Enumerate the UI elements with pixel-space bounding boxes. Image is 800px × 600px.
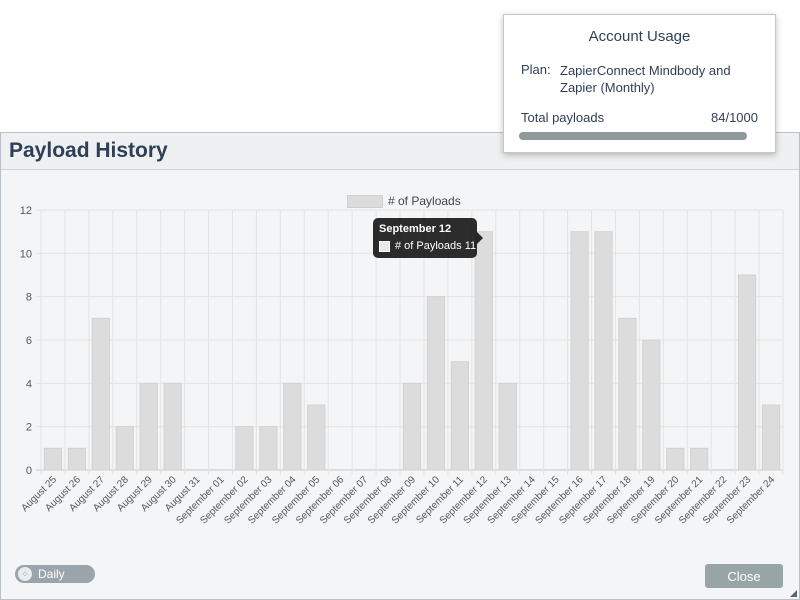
bar: [618, 317, 637, 471]
bar: [139, 382, 158, 471]
bar: [402, 382, 422, 471]
total-payloads-label: Total payloads: [521, 110, 605, 125]
bar: [474, 231, 493, 471]
bar: [737, 274, 757, 471]
bar: [283, 382, 302, 471]
plan-value: ZapierConnect Mindbody and Zapier (Month…: [560, 63, 731, 95]
y-tick-label: 10: [20, 248, 32, 260]
y-tick-label: 12: [20, 205, 32, 217]
y-tick-label: 0: [26, 465, 32, 477]
dialog-title: Payload History: [9, 139, 168, 162]
bar: [666, 447, 685, 471]
bar: [498, 382, 517, 471]
total-payloads-value: 84/1000: [711, 110, 758, 125]
bar: [115, 426, 134, 471]
toggle-knob-icon: ⁘: [18, 567, 32, 581]
bar: [259, 426, 278, 471]
usage-progress-bar: [519, 132, 747, 140]
bar: [594, 231, 613, 471]
bar: [642, 339, 661, 471]
account-usage-panel: Account Usage Plan: ZapierConnect Mindbo…: [503, 14, 776, 153]
y-tick-label: 6: [26, 335, 32, 347]
tooltip-swatch: [379, 240, 390, 252]
usage-progress-fill: [519, 132, 747, 140]
bar: [91, 317, 110, 471]
tooltip-label: # of Payloads 11: [395, 240, 477, 252]
bar: [235, 426, 254, 471]
y-tick-label: 8: [26, 292, 32, 304]
bar: [761, 404, 781, 471]
plan-label: Plan:: [521, 62, 551, 77]
y-tick-label: 4: [26, 378, 32, 390]
daily-toggle[interactable]: ⁘ Daily: [15, 565, 95, 583]
bar: [307, 404, 326, 471]
tooltip-row: # of Payloads 11: [379, 240, 476, 252]
legend-swatch: [347, 194, 383, 208]
chart-area: 0 2 4 6 8 10 12 August 25 August 26 August 27 Augu…: [1, 170, 799, 599]
chart-tooltip: September 12 # of Payloads 11: [373, 218, 483, 258]
dots-icon: ⁘: [21, 568, 29, 579]
daily-toggle-label: Daily: [38, 567, 65, 581]
bar: [570, 231, 589, 471]
usage-title: Account Usage: [588, 28, 691, 45]
tooltip-title: September 12: [379, 223, 452, 235]
bar: [67, 447, 87, 471]
payload-history-dialog: Payload History 0 2 4 6 8 10 12 August 25 August…: [0, 132, 800, 600]
bar: [690, 447, 709, 471]
close-button[interactable]: Close: [705, 564, 783, 588]
bar: [426, 296, 446, 471]
y-tick-label: 2: [26, 422, 32, 434]
bar: [163, 382, 182, 471]
legend-label: # of Payloads: [388, 194, 461, 208]
bar: [43, 447, 63, 471]
bar: [450, 361, 469, 471]
chart-legend[interactable]: # of Payloads: [347, 194, 461, 208]
resize-grip-icon[interactable]: [790, 590, 797, 597]
